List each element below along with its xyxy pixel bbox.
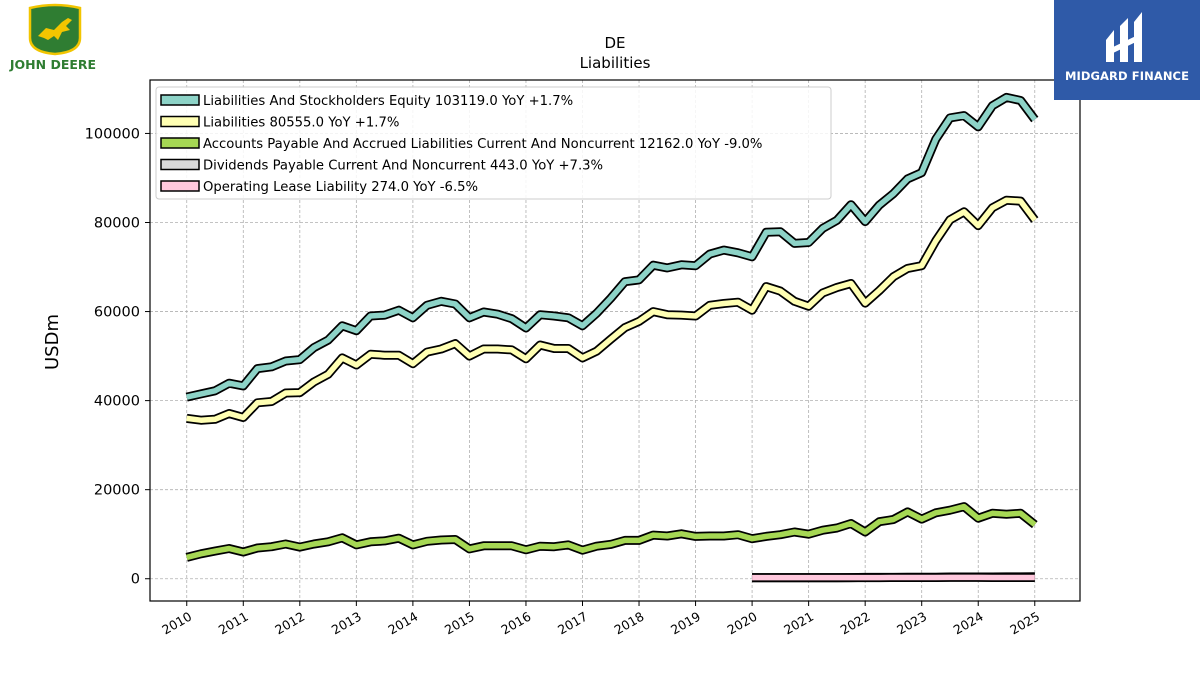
legend-swatch xyxy=(160,115,200,128)
x-tick-label: 2011 xyxy=(216,609,251,638)
legend-swatch xyxy=(160,158,200,171)
midgard-finance-logo: MIDGARD FINANCE xyxy=(1054,0,1200,100)
x-tick-label: 2017 xyxy=(555,609,590,638)
chart-title: DE xyxy=(604,34,625,52)
legend-box xyxy=(155,86,832,200)
y-tick-label: 0 xyxy=(131,572,140,588)
john-deere-logo: JOHN DEERE xyxy=(0,0,110,80)
chart-subtitle: Liabilities xyxy=(580,54,651,72)
series-1 xyxy=(186,195,1039,425)
x-tick-label: 2013 xyxy=(329,609,364,638)
x-tick-label: 2015 xyxy=(442,609,477,638)
series-line xyxy=(186,197,1037,423)
x-tick-label: 2010 xyxy=(159,609,194,638)
x-tick-label: 2014 xyxy=(385,609,420,638)
x-tick-label: 2012 xyxy=(272,609,307,638)
x-tick-label: 2021 xyxy=(781,609,816,638)
y-axis-label: USDm xyxy=(42,314,63,370)
series-line xyxy=(186,94,1038,400)
leaping-deer-icon xyxy=(38,18,72,40)
x-tick-label: 2022 xyxy=(838,609,873,638)
series-2 xyxy=(185,502,1038,562)
x-tick-label: 2018 xyxy=(611,609,646,638)
y-tick-label: 20000 xyxy=(94,483,140,499)
series-0 xyxy=(185,92,1039,402)
x-tick-label: 2023 xyxy=(894,609,929,638)
legend-label: Liabilities And Stockholders Equity 1031… xyxy=(203,94,573,109)
y-tick-label: 80000 xyxy=(94,215,140,231)
legend-swatch xyxy=(160,180,200,192)
legend-label: Accounts Payable And Accrued Liabilities… xyxy=(203,137,762,152)
plot-frame xyxy=(149,79,1081,602)
midgard-emblem-icon xyxy=(1106,12,1142,62)
series-line xyxy=(186,503,1037,561)
john-deere-wordmark: JOHN DEERE xyxy=(9,57,96,72)
x-tick-label: 2024 xyxy=(951,609,986,638)
y-tick-label: 60000 xyxy=(94,305,140,321)
x-tick-label: 2025 xyxy=(1007,609,1042,638)
series-line-outline xyxy=(186,195,1039,425)
x-tick-label: 2020 xyxy=(725,609,760,638)
legend-swatch xyxy=(160,137,200,149)
legend: Liabilities And Stockholders Equity 1031… xyxy=(155,86,832,200)
x-tick-label: 2016 xyxy=(498,609,533,638)
series-layer xyxy=(185,92,1039,583)
x-tick-label: 2019 xyxy=(668,609,703,638)
legend-label: Liabilities 80555.0 YoY +1.7% xyxy=(203,116,399,131)
legend-label: Operating Lease Liability 274.0 YoY -6.5… xyxy=(203,180,478,195)
y-tick-label: 40000 xyxy=(94,394,140,410)
legend-swatch xyxy=(160,94,200,106)
midgard-finance-wordmark: MIDGARD FINANCE xyxy=(1064,69,1190,83)
y-tick-label: 100000 xyxy=(85,126,140,142)
legend-label: Dividends Payable Current And Noncurrent… xyxy=(203,159,603,174)
